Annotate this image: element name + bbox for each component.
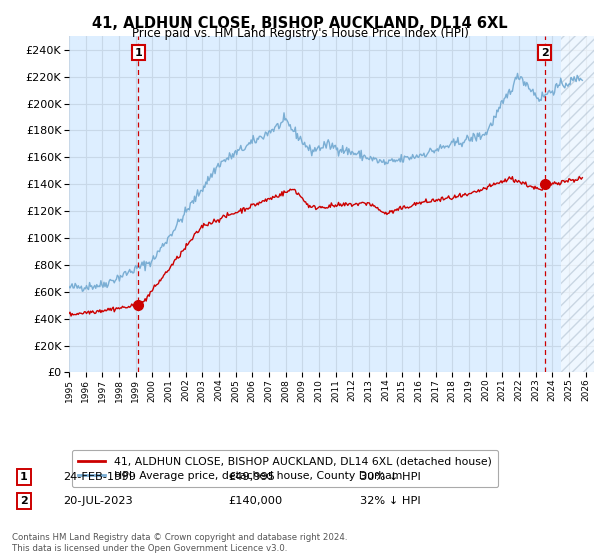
Text: Price paid vs. HM Land Registry's House Price Index (HPI): Price paid vs. HM Land Registry's House … — [131, 27, 469, 40]
Text: 2: 2 — [20, 496, 28, 506]
Text: 20-JUL-2023: 20-JUL-2023 — [63, 496, 133, 506]
Text: £140,000: £140,000 — [228, 496, 282, 506]
Text: 1: 1 — [20, 472, 28, 482]
Text: Contains HM Land Registry data © Crown copyright and database right 2024.
This d: Contains HM Land Registry data © Crown c… — [12, 533, 347, 553]
Text: 30% ↓ HPI: 30% ↓ HPI — [360, 472, 421, 482]
Legend: 41, ALDHUN CLOSE, BISHOP AUCKLAND, DL14 6XL (detached house), HPI: Average price: 41, ALDHUN CLOSE, BISHOP AUCKLAND, DL14 … — [72, 450, 499, 487]
Text: 24-FEB-1999: 24-FEB-1999 — [63, 472, 136, 482]
Text: 2: 2 — [541, 48, 549, 58]
Text: £49,995: £49,995 — [228, 472, 275, 482]
Text: 1: 1 — [134, 48, 142, 58]
Text: 32% ↓ HPI: 32% ↓ HPI — [360, 496, 421, 506]
Text: 41, ALDHUN CLOSE, BISHOP AUCKLAND, DL14 6XL: 41, ALDHUN CLOSE, BISHOP AUCKLAND, DL14 … — [92, 16, 508, 31]
